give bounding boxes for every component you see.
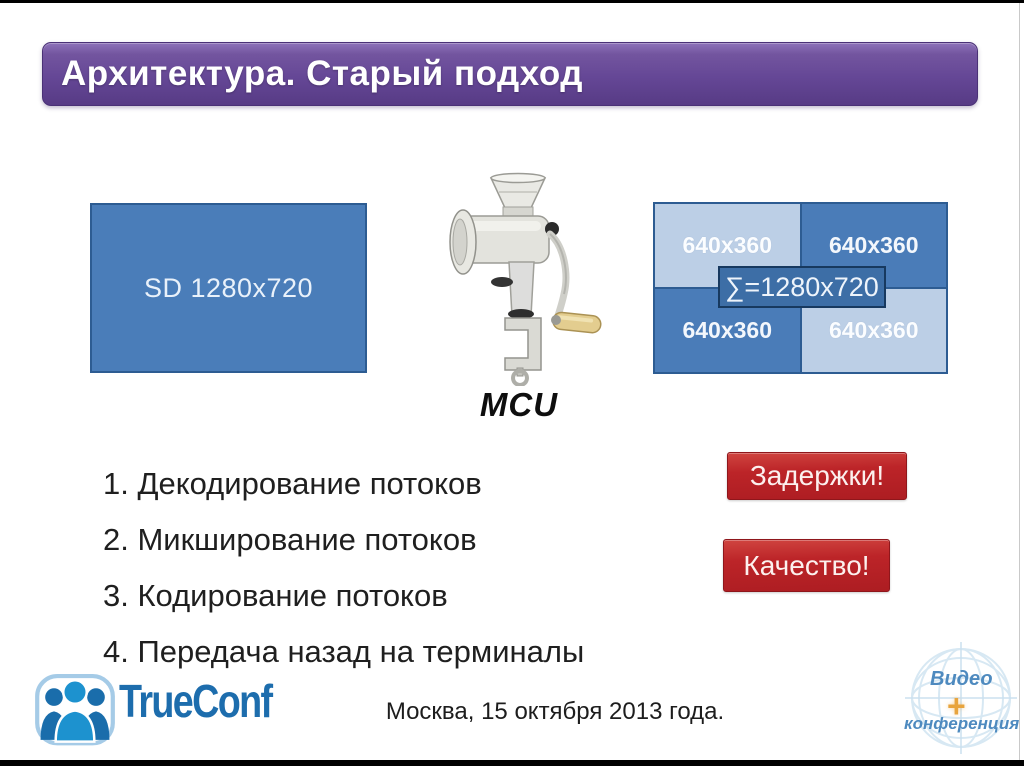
mcu-label: MCU [479, 386, 559, 423]
globe-icon [905, 642, 1017, 754]
trueconf-logo: TrueConf [33, 666, 293, 752]
sd-stream-label: SD 1280x720 [143, 272, 314, 303]
top-black-bar [0, 0, 1024, 3]
slide-date: Москва, 15 октября 2013 года. [385, 698, 725, 725]
watermark-video-text: Видео [930, 668, 993, 690]
bottom-black-bar [0, 760, 1024, 766]
meat-grinder-image [449, 172, 602, 386]
list-item: 3. Кодирование потоков [103, 578, 448, 613]
list-item: 1. Декодирование потоков [103, 466, 482, 501]
trueconf-people-icon [35, 673, 115, 746]
process-list: 1. Декодирование потоков 2. Микширование… [103, 456, 703, 680]
sum-resolution-box: ∑=1280x720 [718, 266, 886, 308]
list-item: 4. Передача назад на терминалы [103, 634, 585, 669]
watermark-conference-text: конференция [904, 714, 1020, 733]
slide-right-edge [1019, 3, 1020, 760]
videoconference-watermark: Видео + конференция [890, 638, 1024, 760]
sd-stream-box: SD 1280x720 [90, 203, 367, 373]
slide-title-bar: Архитектура. Старый подход [42, 42, 978, 106]
mosaic-grid: 640x360 640x360 640x360 640x360 [653, 202, 948, 374]
watermark-plus-icon: + [947, 688, 966, 724]
delays-badge: Задержки! [727, 452, 907, 500]
slide-title: Архитектура. Старый подход [61, 54, 584, 93]
quality-badge: Качество! [723, 539, 890, 592]
trueconf-wordmark: TrueConf [119, 675, 273, 727]
list-item: 2. Микширование потоков [103, 522, 477, 557]
